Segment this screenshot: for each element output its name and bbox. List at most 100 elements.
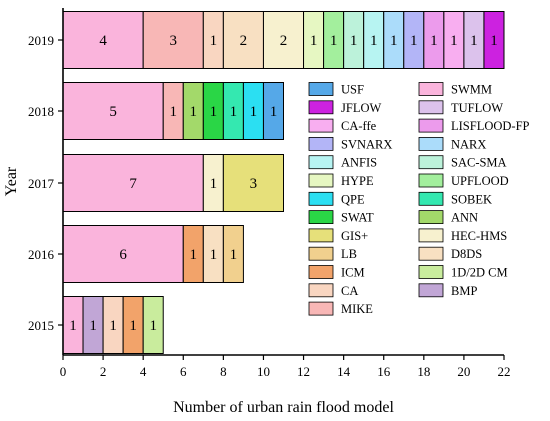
- legend-label: SAC-SMA: [451, 156, 507, 170]
- legend-label: TUFLOW: [451, 101, 503, 115]
- x-tick-label: 12: [297, 364, 310, 379]
- legend-swatch: [308, 155, 334, 170]
- bar-segment-2015-1d-2d-cm: [142, 296, 164, 354]
- legend: USF JFLOW CA-ffe SVNARX ANFIS HYPE QPE SWAT GIS+…: [308, 82, 530, 316]
- x-tick-label: 18: [417, 364, 430, 379]
- legend-swatch: [418, 118, 444, 133]
- bar-value-label: 1: [270, 104, 278, 120]
- bar-value-label: 4: [99, 33, 107, 49]
- bar-value-label: 1: [390, 33, 398, 49]
- bar-segment-2019-mike: [142, 11, 204, 69]
- x-tick-label: 10: [257, 364, 270, 379]
- bar-value-label: 1: [470, 33, 478, 49]
- x-tick-label: 20: [457, 364, 470, 379]
- bar-value-label: 1: [210, 247, 218, 263]
- legend-label: MIKE: [341, 302, 373, 316]
- legend-swatch: [418, 246, 444, 261]
- x-tick-label: 4: [140, 364, 147, 379]
- legend-label: ANFIS: [341, 156, 377, 170]
- bar-segment-2018-usf: [262, 82, 285, 140]
- legend-swatch: [308, 228, 334, 243]
- bar-segment-2019-swmm: [62, 11, 144, 69]
- legend-label: USF: [341, 83, 364, 97]
- bar-value-label: 1: [89, 318, 97, 334]
- legend-label: ICM: [341, 266, 365, 280]
- x-axis-title: Number of urban rain flood model: [173, 399, 394, 416]
- bar-value-label: 1: [430, 33, 438, 49]
- legend-label: SVNARX: [341, 137, 392, 151]
- bar-value-label: 1: [190, 247, 198, 263]
- bar-segment-2019-hec-hms: [262, 11, 305, 69]
- legend-label: NARX: [451, 137, 486, 151]
- legend-swatch: [308, 191, 334, 206]
- bar-value-label: 2: [240, 33, 248, 49]
- legend-label: BMP: [451, 284, 477, 298]
- bar-value-label: 1: [210, 176, 218, 192]
- legend-label: SOBEK: [451, 192, 492, 206]
- bar-value-label: 1: [190, 104, 198, 120]
- legend-swatch: [308, 283, 334, 298]
- legend-label: JFLOW: [341, 101, 381, 115]
- bar-value-label: 1: [330, 33, 338, 49]
- bar-value-label: 1: [230, 104, 238, 120]
- bar-value-label: 1: [310, 33, 318, 49]
- legend-swatch: [308, 136, 334, 151]
- bar-value-label: 1: [490, 33, 498, 49]
- legend-swatch: [308, 118, 334, 133]
- legend-swatch: [308, 173, 334, 188]
- legend-label: HYPE: [341, 174, 374, 188]
- legend-label: GIS+: [341, 229, 368, 243]
- x-tick-label: 6: [180, 364, 187, 379]
- bar-value-label: 7: [129, 176, 137, 192]
- bar-value-label: 3: [250, 176, 258, 192]
- legend-swatch: [418, 173, 444, 188]
- bar-segment-2019-jflow: [483, 11, 505, 69]
- bar-value-label: 1: [129, 318, 137, 334]
- x-tick-label: 0: [60, 364, 67, 379]
- bar-value-label: 1: [210, 33, 218, 49]
- legend-swatch: [418, 136, 444, 151]
- y-tick-label: 2018: [28, 104, 54, 119]
- x-tick-label: 22: [498, 364, 511, 379]
- legend-swatch: [308, 100, 334, 115]
- bar-segment-2018-swmm: [62, 82, 164, 140]
- y-tick-label: 2016: [28, 247, 55, 262]
- bar-segment-2016-lb: [222, 225, 244, 283]
- bar-value-label: 1: [410, 33, 418, 49]
- legend-label: CA: [341, 284, 358, 298]
- legend-swatch: [418, 265, 444, 279]
- bar-value-label: 6: [119, 247, 127, 263]
- legend-label: LISFLOOD-FP: [451, 119, 530, 133]
- x-tick-label: 2: [100, 364, 107, 379]
- y-tick-label: 2019: [28, 33, 54, 48]
- bars-layer: 4 3 1 2 2 1 1 1 1 1 1 1 1 1 15 1 1 1 1 1 17 1 36 1 1 11 1 1 1 1: [62, 11, 505, 354]
- bar-value-label: 1: [350, 33, 358, 49]
- legend-swatch: [418, 228, 444, 243]
- axes-layer: [62, 8, 504, 356]
- bar-value-label: 2: [280, 33, 288, 49]
- legend-label: D8DS: [451, 247, 482, 261]
- legend-swatch: [418, 283, 444, 298]
- legend-label: 1D/2D CM: [451, 266, 508, 280]
- y-tick-label: 2015: [28, 318, 54, 333]
- legend-swatch: [308, 82, 334, 96]
- legend-swatch: [308, 265, 334, 279]
- legend-label: LB: [341, 247, 357, 261]
- legend-swatch: [308, 246, 334, 261]
- legend-swatch: [418, 191, 444, 206]
- legend-swatch: [418, 210, 444, 225]
- legend-label: SWMM: [451, 83, 492, 97]
- legend-label: HEC-HMS: [451, 229, 507, 243]
- legend-label: ANN: [451, 211, 478, 225]
- legend-swatch: [308, 210, 334, 225]
- legend-swatch: [418, 100, 444, 115]
- legend-label: QPE: [341, 192, 365, 206]
- bar-value-label: 1: [109, 318, 117, 334]
- bar-segment-2019-d8ds: [222, 11, 264, 69]
- y-axis-title: Year: [3, 166, 20, 196]
- bar-value-label: 5: [109, 104, 117, 120]
- bar-value-label: 3: [170, 33, 178, 49]
